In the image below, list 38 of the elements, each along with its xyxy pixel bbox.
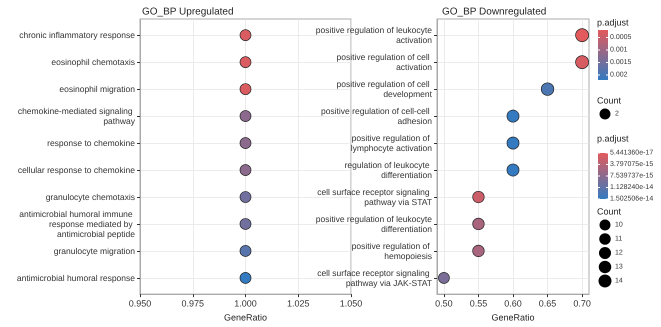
y-tick-label: antimicrobial humoral immune response mediated by antimicrobial peptide [19, 208, 136, 239]
color-bar-title: p.adjust [597, 134, 630, 144]
y-tick-label: regulation of leukocyte differentiation [344, 160, 432, 180]
y-tick-label: response to chemokine [47, 138, 136, 148]
y-tick-label: positive regulation of hemopoiesis [352, 240, 432, 261]
y-tick-label: granulocyte chemotaxis [46, 192, 135, 202]
y-tick-label: cell surface receptor signaling pathway via JAK-STAT [317, 268, 432, 288]
chart-title: GO_BP Downregulated [442, 6, 546, 18]
y-tick-label: chronic inflammatory response [19, 30, 136, 40]
legend-title: Count [597, 96, 622, 106]
x-tick-label: 0.950 [128, 298, 152, 309]
y-tick-label: positive regulation of cell activation [336, 52, 432, 72]
x-axis-title: GeneRatio [491, 312, 535, 322]
y-tick-label: positive regulation of cell development [336, 79, 433, 100]
y-tick-label: positive regulation of leukocyte activation [316, 25, 432, 46]
y-tick-label: eosinophil migration [59, 84, 136, 94]
y-tick-label: granulocyte migration [54, 246, 136, 256]
y-tick-label: eosinophil chemotaxis [51, 57, 135, 68]
y-tick-label: cell surface receptor signaling pathway via STAT [317, 187, 432, 208]
x-tick-label: 1.050 [340, 298, 362, 309]
y-tick-label: positive regulation of lymphocyte activation [350, 133, 432, 154]
x-tick-label: 0.60 [504, 298, 522, 309]
chart-title: GO_BP Upregulated [142, 6, 234, 18]
y-tick-label: positive regulation of leukocyte differentiation [316, 214, 432, 234]
color-bar-title: p.adjust [597, 18, 630, 28]
y-tick-label: positive regulation of cell-cell adhesion [320, 106, 432, 126]
x-tick-label: 0.55 [470, 298, 488, 309]
x-tick-label: 0.50 [435, 298, 453, 309]
y-tick-label: antimicrobial humoral response [16, 272, 136, 283]
legend-title: Count [597, 206, 622, 216]
x-tick-label: 0.65 [538, 298, 556, 309]
x-tick-label: 0.70 [573, 298, 591, 309]
y-tick-label: cellular response to chemokine [18, 165, 136, 176]
y-tick-label: chemokine-mediated signaling pathway [18, 106, 136, 126]
x-tick-label: 0.975 [181, 298, 204, 309]
x-tick-label: 1.000 [234, 298, 257, 309]
x-axis-title: GeneRatio [224, 312, 268, 322]
x-tick-label: 1.025 [286, 298, 310, 309]
